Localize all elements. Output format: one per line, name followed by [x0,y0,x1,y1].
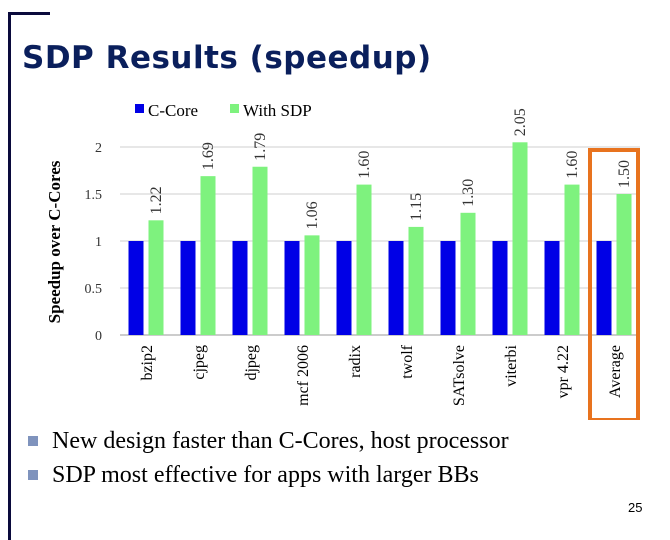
category-label: mcf 2006 [295,345,312,406]
category-label: bzip2 [139,345,156,381]
y-tick-label: 0 [95,329,102,344]
bar-with-sdp [200,176,216,335]
bar-c-core [232,241,248,335]
data-label: 1.69 [200,142,217,170]
bar-with-sdp [616,194,632,335]
slide-corner-vertical-line [8,12,11,540]
chart-legend: C-Core With SDP [135,101,312,120]
slide-corner-horizontal-line [8,12,50,15]
category-label: Average [607,345,624,398]
legend-swatch [230,104,239,113]
bar-c-core [180,241,196,335]
data-label: 1.60 [356,151,373,179]
chart-bars [128,142,632,335]
bar-with-sdp [460,212,476,335]
legend-label: C-Core [148,101,198,120]
bullet-text: New design faster than C-Cores, host pro… [52,427,509,454]
chart-labels: 0 0.5 1 1.5 2 1.22 bzip2 1.69 cjpeg 1.79 djpeg 1.06… [85,108,634,406]
bar-with-sdp [408,226,424,335]
bar-c-core [128,241,144,335]
data-label: 1.15 [408,193,425,221]
bullet-list: New design faster than C-Cores, host pro… [28,424,509,492]
y-tick-label: 1.5 [85,188,103,203]
bar-c-core [544,241,560,335]
bar-c-core [492,241,508,335]
bar-c-core [284,241,300,335]
bar-with-sdp [304,235,320,335]
chart-gridlines [120,146,640,336]
category-label: djpeg [243,345,260,381]
bar-with-sdp [356,184,372,335]
category-label: twolf [399,344,416,378]
bar-with-sdp [252,166,268,335]
speedup-bar-chart: 0 0.5 1 1.5 2 1.22 bzip2 1.69 cjpeg 1.79 djpeg 1.06… [45,101,640,420]
data-label: 1.30 [460,179,477,207]
slide-title: SDP Results (speedup) [22,40,432,76]
y-tick-label: 0.5 [85,282,103,297]
average-highlight-box [588,148,640,420]
bullet-item: New design faster than C-Cores, host pro… [28,424,509,458]
y-tick-label: 1 [95,235,102,250]
bar-c-core [336,241,352,335]
data-label: 1.22 [148,186,165,214]
legend-swatch [135,104,144,113]
data-label: 2.05 [512,108,529,136]
bar-with-sdp [512,142,528,335]
category-label: viterbi [503,344,520,386]
y-tick-label: 2 [95,141,102,156]
page-number: 25 [628,500,643,515]
category-label: vpr 4.22 [555,345,572,398]
bar-c-core [440,241,456,335]
bar-c-core [596,241,612,335]
data-label: 1.50 [616,160,633,188]
bar-with-sdp [148,220,164,335]
bullet-marker [28,436,38,446]
bar-with-sdp [564,184,580,335]
category-label: cjpeg [191,345,208,380]
data-label: 1.60 [564,151,581,179]
y-axis-label: Speedup over C-Cores [45,160,64,323]
bullet-marker [28,470,38,480]
bullet-item: SDP most effective for apps with larger … [28,458,509,492]
bullet-text: SDP most effective for apps with larger … [52,461,479,488]
data-label: 1.06 [304,201,321,229]
legend-label: With SDP [243,101,312,120]
bar-c-core [388,241,404,335]
category-label: radix [347,345,364,378]
data-label: 1.79 [252,133,269,161]
category-label: SATsolve [451,345,468,406]
